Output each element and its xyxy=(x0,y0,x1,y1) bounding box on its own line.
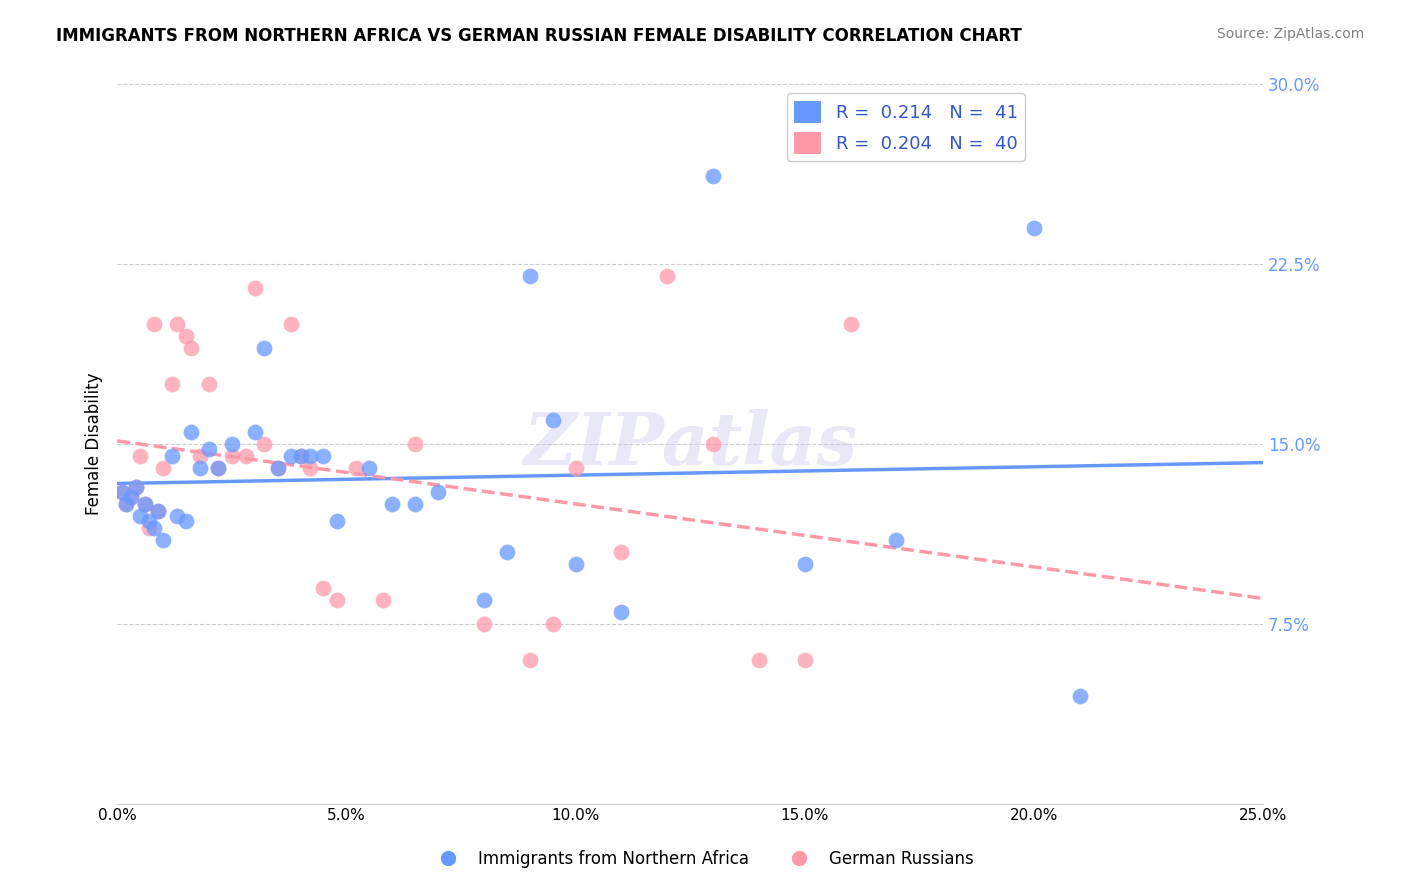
Point xyxy=(166,508,188,523)
Point xyxy=(160,449,183,463)
Point xyxy=(253,437,276,451)
Point xyxy=(138,514,160,528)
Point xyxy=(152,533,174,547)
Point xyxy=(280,317,302,331)
Point xyxy=(142,317,165,331)
Point xyxy=(166,317,188,331)
Point xyxy=(188,461,211,475)
Point xyxy=(134,497,156,511)
Point xyxy=(235,449,257,463)
Point xyxy=(243,281,266,295)
Point xyxy=(115,497,138,511)
Point xyxy=(266,461,288,475)
Point xyxy=(253,341,276,355)
Point xyxy=(180,341,202,355)
Point xyxy=(404,497,426,511)
Text: Source: ZipAtlas.com: Source: ZipAtlas.com xyxy=(1216,27,1364,41)
Point xyxy=(702,169,724,183)
Point xyxy=(541,413,564,427)
Point xyxy=(312,449,335,463)
Text: IMMIGRANTS FROM NORTHERN AFRICA VS GERMAN RUSSIAN FEMALE DISABILITY CORRELATION : IMMIGRANTS FROM NORTHERN AFRICA VS GERMA… xyxy=(56,27,1022,45)
Point xyxy=(266,461,288,475)
Point xyxy=(1069,689,1091,703)
Point xyxy=(1022,221,1045,235)
Point xyxy=(793,557,815,571)
Point xyxy=(404,437,426,451)
Point xyxy=(326,592,349,607)
Point xyxy=(180,425,202,439)
Point xyxy=(207,461,229,475)
Point xyxy=(115,497,138,511)
Point xyxy=(793,653,815,667)
Point xyxy=(111,485,134,500)
Point xyxy=(839,317,862,331)
Point xyxy=(120,490,142,504)
Point xyxy=(198,442,221,456)
Point xyxy=(120,490,142,504)
Point xyxy=(298,449,321,463)
Point xyxy=(371,592,394,607)
Point xyxy=(290,449,312,463)
Point xyxy=(298,461,321,475)
Point xyxy=(381,497,404,511)
Point xyxy=(111,485,134,500)
Text: ZIPatlas: ZIPatlas xyxy=(523,409,858,480)
Point xyxy=(243,425,266,439)
Point xyxy=(610,545,633,559)
Point xyxy=(142,521,165,535)
Point xyxy=(519,269,541,284)
Point xyxy=(280,449,302,463)
Point xyxy=(312,581,335,595)
Point xyxy=(657,269,679,284)
Point xyxy=(129,508,152,523)
Point xyxy=(198,377,221,392)
Point xyxy=(207,461,229,475)
Point xyxy=(541,616,564,631)
Point xyxy=(124,480,146,494)
Point xyxy=(138,521,160,535)
Point xyxy=(290,449,312,463)
Point xyxy=(148,504,170,518)
Point xyxy=(188,449,211,463)
Point xyxy=(564,461,586,475)
Point xyxy=(702,437,724,451)
Point xyxy=(124,480,146,494)
Point xyxy=(148,504,170,518)
Point xyxy=(519,653,541,667)
Point xyxy=(472,616,495,631)
Point xyxy=(359,461,381,475)
Point xyxy=(326,514,349,528)
Y-axis label: Female Disability: Female Disability xyxy=(86,373,103,516)
Point xyxy=(564,557,586,571)
Point xyxy=(886,533,908,547)
Point xyxy=(495,545,517,559)
Point xyxy=(748,653,770,667)
Point xyxy=(174,329,197,343)
Point xyxy=(344,461,367,475)
Point xyxy=(472,592,495,607)
Point xyxy=(160,377,183,392)
Point xyxy=(427,485,450,500)
Legend: Immigrants from Northern Africa, German Russians: Immigrants from Northern Africa, German … xyxy=(425,844,981,875)
Legend: R =  0.214   N =  41, R =  0.204   N =  40: R = 0.214 N = 41, R = 0.204 N = 40 xyxy=(787,94,1025,161)
Point xyxy=(174,514,197,528)
Point xyxy=(129,449,152,463)
Point xyxy=(221,449,243,463)
Point xyxy=(221,437,243,451)
Point xyxy=(152,461,174,475)
Point xyxy=(134,497,156,511)
Point xyxy=(610,605,633,619)
